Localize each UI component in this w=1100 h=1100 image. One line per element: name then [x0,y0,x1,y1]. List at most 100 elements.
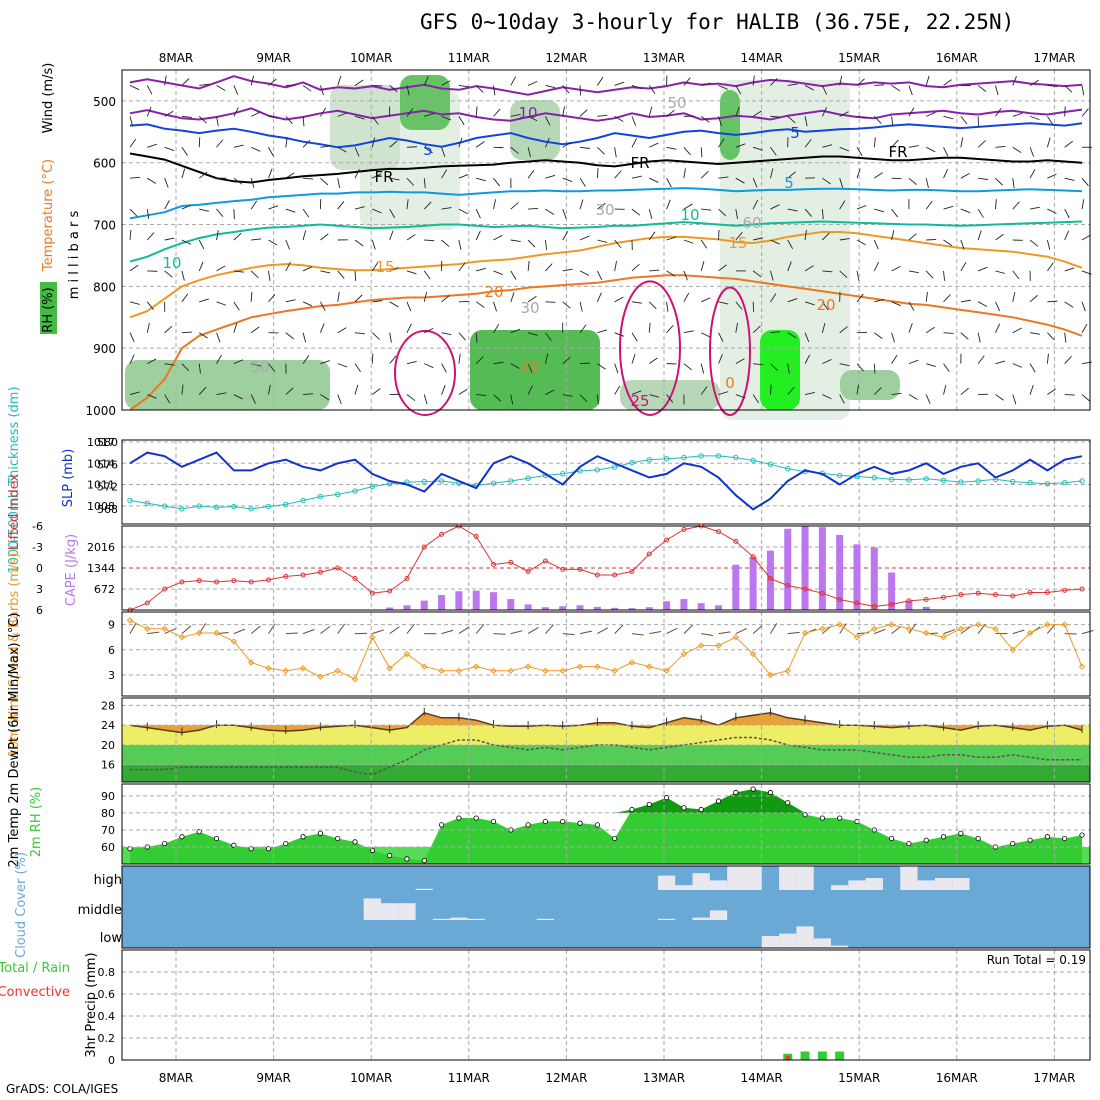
lifted-index-point [560,566,566,572]
cape-bar [697,603,705,610]
wind-barb [977,266,988,272]
wind-barb [527,332,538,336]
wind-barb [458,239,462,250]
wind-barb [129,138,137,148]
lifted-index-point [196,578,202,584]
wind-barb [648,85,656,94]
wind-barb [666,236,677,241]
contour-label: 5 [784,174,794,192]
wind-barb [198,332,208,339]
wind-barb [493,361,504,365]
lifted-index-point [335,565,341,571]
wind-barb [164,146,175,151]
lifted-index-point [1079,586,1085,592]
thickness-point [767,461,774,467]
wind-barb [527,385,533,395]
cloud-category-label: middle [78,903,122,918]
lifted-index-ytick: 3 [36,583,43,596]
rh2m-point [1062,835,1068,842]
wind10m-point [524,663,532,670]
wind-barb [821,301,829,311]
cloud-bar-middle [380,903,399,920]
wind10m-barb [943,629,956,635]
lifted-index-point [1027,590,1033,595]
wind-barb [147,143,157,148]
wind-barb [631,353,636,364]
wind-barb [648,301,657,310]
wind10m-barb [510,630,523,635]
wind10m-point [940,633,947,641]
wind10m-barb [268,623,276,634]
wind-barb [821,85,827,95]
wind-barb [614,239,622,249]
wind10m-point [178,633,186,641]
wind-barb [1012,201,1020,210]
wind10m-barb [752,625,763,634]
wind-barb [562,141,572,148]
wind-barb [372,208,382,214]
wind-barb [631,138,638,148]
wind10m-barb [475,624,485,634]
thickness-point [923,476,929,482]
cloud-bar-low [779,933,797,948]
rh2m-point [888,835,895,842]
wind-barb [1081,234,1091,241]
contour-label: 10 [162,254,181,272]
contour-label: 10 [518,104,537,122]
wind-barb [873,137,876,148]
contour-label: FR [630,154,649,172]
lifted-index-point [594,572,600,578]
lifted-index-ytick: -3 [32,541,43,554]
cape-bar [888,572,896,610]
wind-barb [943,363,950,372]
wind10m-point [559,667,566,675]
thickness-point [196,503,202,509]
wind-barb [891,332,895,343]
wind10m-ytick: 3 [108,669,115,682]
wind10m-barb [250,625,261,634]
contour-label: FR [374,168,393,186]
wind-barb [579,235,590,241]
wind-barb [856,147,863,157]
wind-barb [579,146,591,149]
cape-bar [559,606,567,610]
wind-barb [424,113,434,117]
wind-barb [960,239,965,250]
lifted-index-point [923,597,929,602]
thickness-point [663,456,670,462]
lifted-index-point [352,576,358,581]
wind-barb [268,239,278,246]
wind-barb [718,332,724,342]
cape-bar [489,592,497,610]
wind-barb [1029,115,1040,121]
wind-barb [441,363,447,373]
wind-barb [631,390,642,395]
wind10m-barb [891,625,902,634]
wind-barb [337,270,345,279]
wind-barb [545,174,556,179]
thickness-point [629,459,635,466]
wind10m-point [992,625,999,633]
wind10m-barb [579,630,592,635]
wind-barb [579,324,587,333]
wind-barb [527,169,535,179]
wind10m-point [905,625,913,633]
wind-barb [181,168,186,179]
cloud-bar-high [657,875,676,890]
wind-barb [804,139,812,148]
rh2m-point [456,815,462,821]
rh2m-point [1010,840,1016,847]
wind-barb [510,239,521,243]
wind-barb [874,208,885,213]
cloud-bar-high [831,885,849,890]
wind-barb [510,328,521,334]
wind-barb [891,392,902,395]
wind-barb [856,384,859,395]
wind-barb [701,332,711,338]
wind-barb [268,147,274,157]
wind-barb [770,363,778,371]
wind-barb [683,203,693,210]
wind10m-barb [1046,623,1056,634]
wind-barb [475,141,485,148]
wind-barb [995,360,1006,365]
